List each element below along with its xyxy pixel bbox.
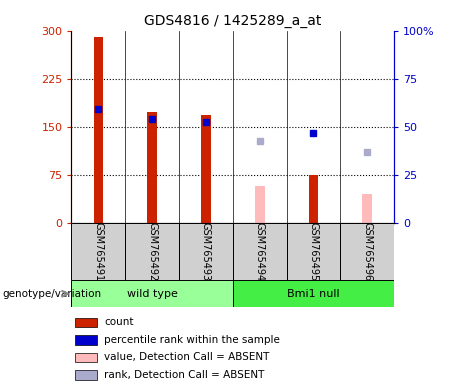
Text: count: count	[104, 317, 134, 327]
Text: wild type: wild type	[127, 289, 177, 299]
Bar	[179, 223, 233, 280]
Bar	[75, 370, 97, 380]
Bar	[71, 223, 125, 280]
Bar	[309, 175, 318, 223]
Title: GDS4816 / 1425289_a_at: GDS4816 / 1425289_a_at	[144, 14, 321, 28]
Text: percentile rank within the sample: percentile rank within the sample	[104, 335, 280, 345]
Text: GSM765495: GSM765495	[308, 222, 319, 281]
Bar	[233, 280, 394, 307]
Text: value, Detection Call = ABSENT: value, Detection Call = ABSENT	[104, 353, 270, 362]
Bar	[94, 37, 103, 223]
Bar	[287, 223, 340, 280]
Bar	[233, 223, 287, 280]
Bar	[125, 223, 179, 280]
Bar	[75, 335, 97, 344]
Text: GSM765496: GSM765496	[362, 222, 372, 281]
Bar	[71, 280, 233, 307]
Text: rank, Detection Call = ABSENT: rank, Detection Call = ABSENT	[104, 370, 265, 380]
Bar	[148, 112, 157, 223]
Text: GSM765494: GSM765494	[254, 222, 265, 281]
Bar	[255, 186, 265, 223]
Text: genotype/variation: genotype/variation	[2, 289, 101, 299]
Bar	[75, 353, 97, 362]
Text: Bmi1 null: Bmi1 null	[287, 289, 340, 299]
Bar	[201, 115, 211, 223]
Text: GSM765493: GSM765493	[201, 222, 211, 281]
Text: GSM765492: GSM765492	[147, 222, 157, 281]
Bar	[340, 223, 394, 280]
Text: GSM765491: GSM765491	[93, 222, 103, 281]
Bar	[75, 318, 97, 327]
Bar	[362, 194, 372, 223]
